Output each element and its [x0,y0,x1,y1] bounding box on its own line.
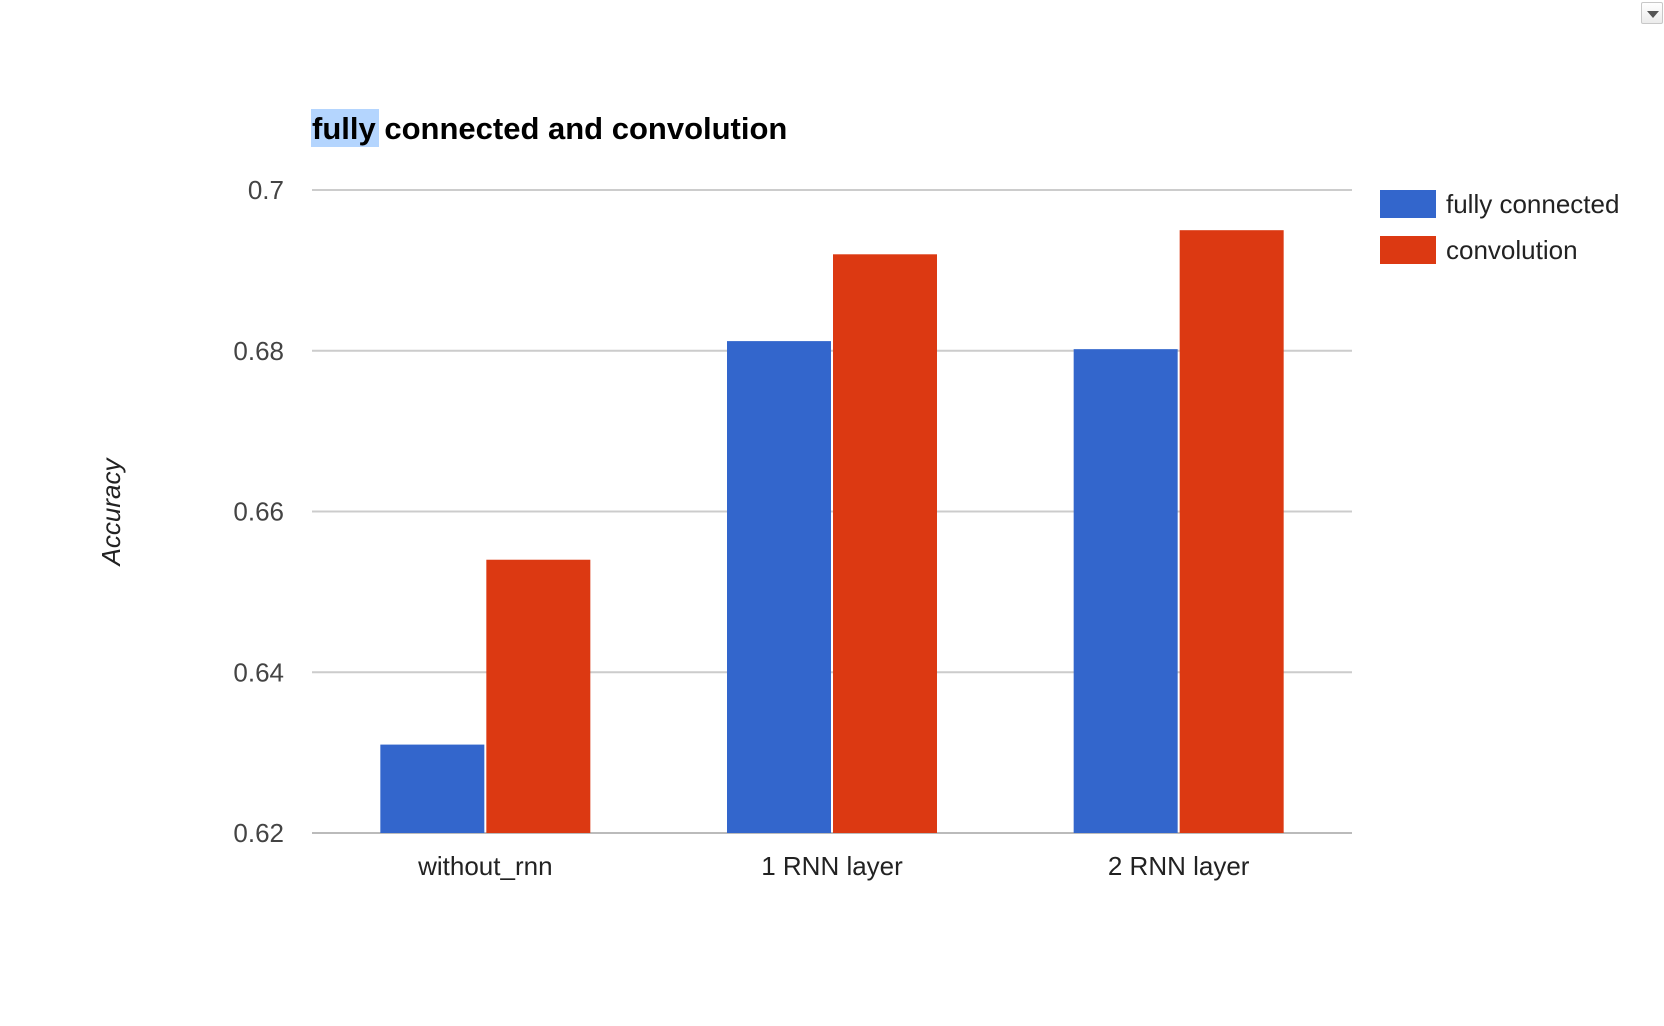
bar-fully-connected[interactable] [1073,349,1178,833]
y-tick-label: 0.62 [233,818,284,848]
legend-swatch [1380,236,1436,264]
dropdown-arrow-icon [1647,11,1659,18]
title-highlight-text: fully [312,111,376,146]
bar-convolution[interactable] [1179,230,1284,833]
y-tick-label: 0.64 [233,657,284,687]
chart-menu-button[interactable] [1641,2,1663,24]
gridlines [312,189,1352,834]
chart-title: fully connected and convolution [312,111,787,146]
x-category-label: 1 RNN layer [761,851,903,881]
y-tick-label: 0.66 [233,497,284,527]
y-tick-label: 0.68 [233,336,284,366]
legend: fully connected convolution [1380,189,1619,265]
x-axis-categories: without_rnn 1 RNN layer 2 RNN layer [417,851,1250,881]
bar-convolution[interactable] [833,254,937,834]
bars [380,230,1284,834]
legend-label: fully connected [1446,189,1619,219]
x-category-label: without_rnn [417,851,552,881]
bar-convolution[interactable] [486,559,591,833]
y-axis-ticks: 0.62 0.64 0.66 0.68 0.7 [233,175,284,848]
bar-fully-connected[interactable] [380,744,485,833]
title-highlight [311,109,379,147]
x-category-label: 2 RNN layer [1108,851,1250,881]
y-axis-title: Accuracy [96,457,126,568]
title-rest-text: connected and convolution [376,111,788,146]
legend-swatch [1380,190,1436,218]
legend-label: convolution [1446,235,1578,265]
y-tick-label: 0.7 [248,175,284,205]
bar-fully-connected[interactable] [727,341,831,833]
